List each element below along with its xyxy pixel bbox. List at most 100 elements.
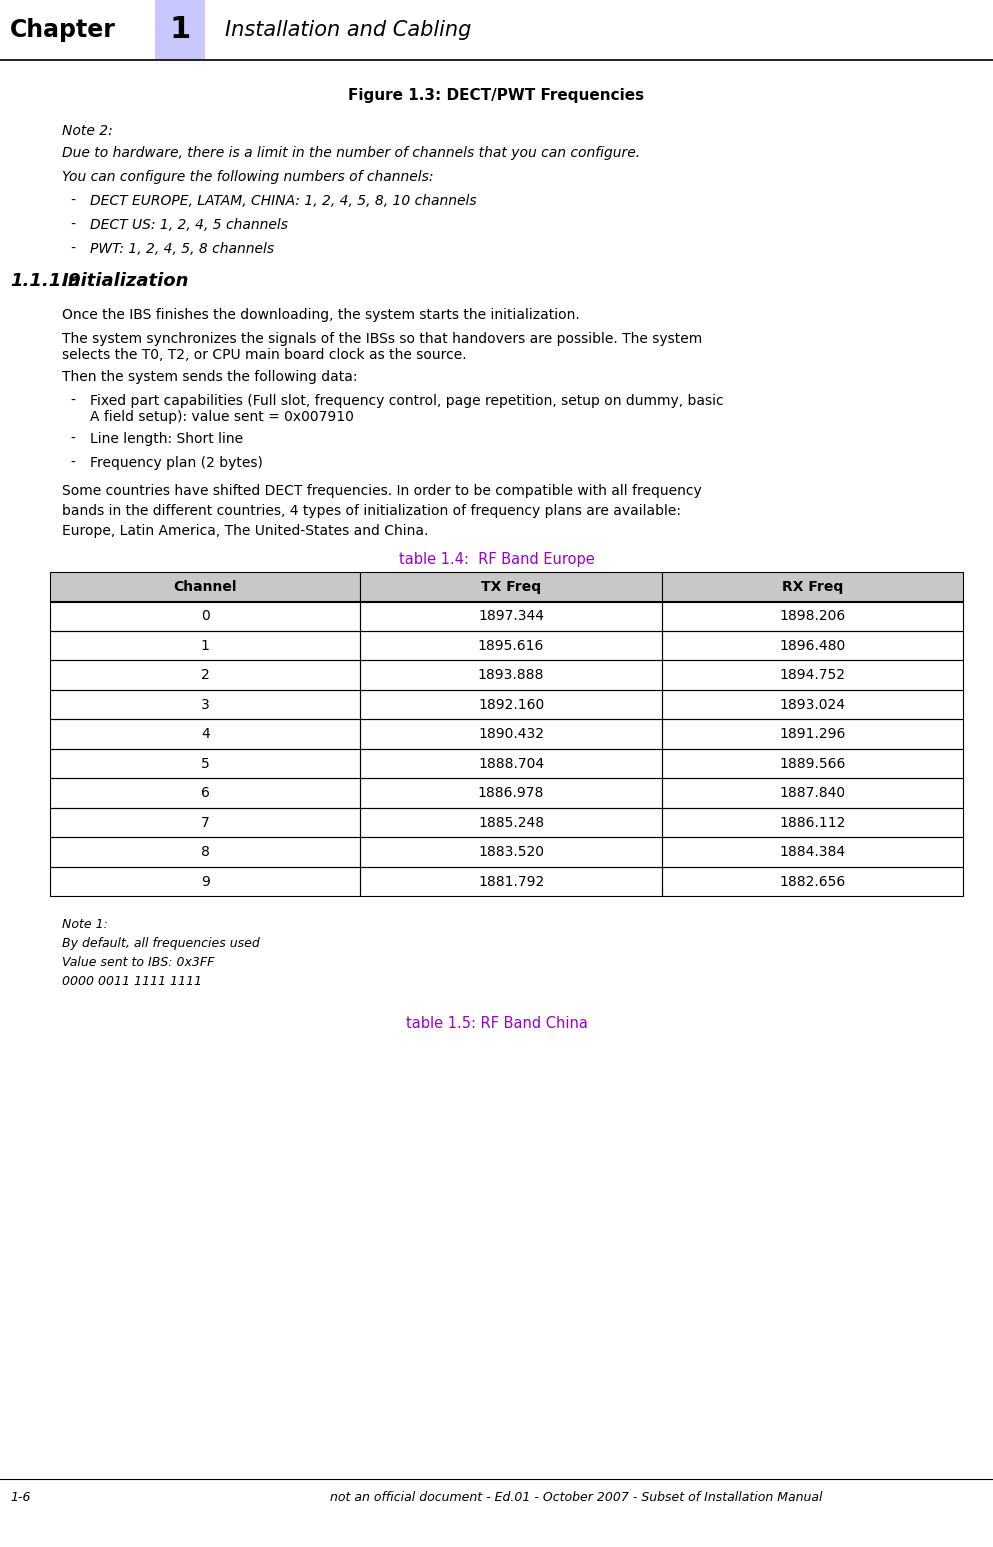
Text: -: - <box>70 432 74 446</box>
Bar <box>50 866 360 897</box>
Text: 2: 2 <box>201 668 210 682</box>
Bar <box>50 778 360 808</box>
Text: The system synchronizes the signals of the IBSs so that handovers are possible. : The system synchronizes the signals of t… <box>62 333 702 362</box>
Bar <box>661 866 963 897</box>
Bar <box>661 690 963 719</box>
Text: 1886.112: 1886.112 <box>780 815 846 829</box>
Text: 0000 0011 1111 1111: 0000 0011 1111 1111 <box>62 976 202 989</box>
Text: Note 1:: Note 1: <box>62 919 108 931</box>
Text: -: - <box>70 218 75 232</box>
Bar <box>50 690 360 719</box>
Text: RX Freq: RX Freq <box>781 580 843 594</box>
Bar <box>661 837 963 866</box>
Text: 3: 3 <box>201 698 210 712</box>
Bar <box>360 719 661 749</box>
Text: You can configure the following numbers of channels:: You can configure the following numbers … <box>62 170 434 184</box>
Text: 0: 0 <box>201 610 210 623</box>
Bar <box>661 778 963 808</box>
Bar <box>661 719 963 749</box>
Bar <box>360 866 661 897</box>
Text: -: - <box>70 456 74 470</box>
Text: 1: 1 <box>170 15 191 45</box>
Text: TX Freq: TX Freq <box>481 580 541 594</box>
Text: Due to hardware, there is a limit in the number of channels that you can configu: Due to hardware, there is a limit in the… <box>62 145 640 159</box>
Text: Initialization: Initialization <box>62 272 190 289</box>
Text: 1-6: 1-6 <box>10 1491 31 1504</box>
Text: 1882.656: 1882.656 <box>780 874 845 888</box>
Bar <box>50 602 360 631</box>
Bar <box>661 808 963 837</box>
Bar <box>661 572 963 602</box>
Text: Then the system sends the following data:: Then the system sends the following data… <box>62 370 357 384</box>
Text: DECT EUROPE, LATAM, CHINA: 1, 2, 4, 5, 8, 10 channels: DECT EUROPE, LATAM, CHINA: 1, 2, 4, 5, 8… <box>90 193 477 207</box>
Bar <box>360 572 661 602</box>
Text: table 1.5: RF Band China: table 1.5: RF Band China <box>405 1016 588 1032</box>
Bar <box>661 572 963 602</box>
Text: 1887.840: 1887.840 <box>780 786 845 800</box>
Text: Fixed part capabilities (Full slot, frequency control, page repetition, setup on: Fixed part capabilities (Full slot, freq… <box>90 394 724 424</box>
Bar <box>155 0 205 60</box>
Bar <box>360 690 661 719</box>
Text: -: - <box>70 394 74 408</box>
Text: Frequency plan (2 bytes): Frequency plan (2 bytes) <box>90 456 263 470</box>
Text: 1893.888: 1893.888 <box>478 668 544 682</box>
Text: 1895.616: 1895.616 <box>478 639 544 653</box>
Text: 1: 1 <box>201 639 210 653</box>
Bar <box>50 749 360 778</box>
Text: 1892.160: 1892.160 <box>478 698 544 712</box>
Text: -: - <box>70 241 75 255</box>
Bar <box>360 631 661 661</box>
Bar <box>50 808 360 837</box>
Text: 1890.432: 1890.432 <box>478 727 544 741</box>
Text: DECT US: 1, 2, 4, 5 channels: DECT US: 1, 2, 4, 5 channels <box>90 218 288 232</box>
Text: PWT: 1, 2, 4, 5, 8 channels: PWT: 1, 2, 4, 5, 8 channels <box>90 241 274 255</box>
Bar <box>360 837 661 866</box>
Text: not an official document - Ed.01 - October 2007 - Subset of Installation Manual: not an official document - Ed.01 - Octob… <box>331 1491 823 1504</box>
Text: 1898.206: 1898.206 <box>780 610 845 623</box>
Bar <box>360 602 661 631</box>
Text: 1883.520: 1883.520 <box>478 845 544 859</box>
Bar <box>50 837 360 866</box>
Text: 1893.024: 1893.024 <box>780 698 845 712</box>
Text: table 1.4:  RF Band Europe: table 1.4: RF Band Europe <box>398 552 595 568</box>
Bar <box>661 749 963 778</box>
Text: 5: 5 <box>201 756 210 770</box>
Bar <box>360 749 661 778</box>
Text: 1889.566: 1889.566 <box>780 756 846 770</box>
Text: 6: 6 <box>201 786 210 800</box>
Bar <box>360 808 661 837</box>
Text: -: - <box>70 193 75 207</box>
Text: bands in the different countries, 4 types of initialization of frequency plans a: bands in the different countries, 4 type… <box>62 504 681 518</box>
Text: 1886.978: 1886.978 <box>478 786 544 800</box>
Bar <box>50 572 360 602</box>
Bar <box>661 661 963 690</box>
Text: 1897.344: 1897.344 <box>478 610 544 623</box>
Text: 7: 7 <box>201 815 210 829</box>
Bar <box>50 572 360 602</box>
Bar <box>360 778 661 808</box>
Bar <box>661 602 963 631</box>
Text: 1888.704: 1888.704 <box>478 756 544 770</box>
Text: Channel: Channel <box>174 580 237 594</box>
Bar <box>50 631 360 661</box>
Text: 1884.384: 1884.384 <box>780 845 845 859</box>
Text: Note 2:: Note 2: <box>62 124 113 138</box>
Text: Line length: Short line: Line length: Short line <box>90 432 243 446</box>
Text: Europe, Latin America, The United-States and China.: Europe, Latin America, The United-States… <box>62 524 428 538</box>
Text: 1894.752: 1894.752 <box>780 668 845 682</box>
Text: Chapter: Chapter <box>10 19 116 42</box>
Text: 8: 8 <box>201 845 210 859</box>
Text: Once the IBS finishes the downloading, the system starts the initialization.: Once the IBS finishes the downloading, t… <box>62 308 580 322</box>
Bar <box>360 572 661 602</box>
Bar <box>50 719 360 749</box>
Text: By default, all frequencies used: By default, all frequencies used <box>62 937 260 950</box>
Text: Figure 1.3: DECT/PWT Frequencies: Figure 1.3: DECT/PWT Frequencies <box>349 88 644 104</box>
Bar <box>661 631 963 661</box>
Text: 1881.792: 1881.792 <box>478 874 544 888</box>
Bar <box>360 661 661 690</box>
Text: Installation and Cabling: Installation and Cabling <box>225 20 472 40</box>
Text: 1.1.1.9: 1.1.1.9 <box>10 272 80 289</box>
Bar <box>50 661 360 690</box>
Text: 4: 4 <box>201 727 210 741</box>
Text: Value sent to IBS: 0x3FF: Value sent to IBS: 0x3FF <box>62 956 214 970</box>
